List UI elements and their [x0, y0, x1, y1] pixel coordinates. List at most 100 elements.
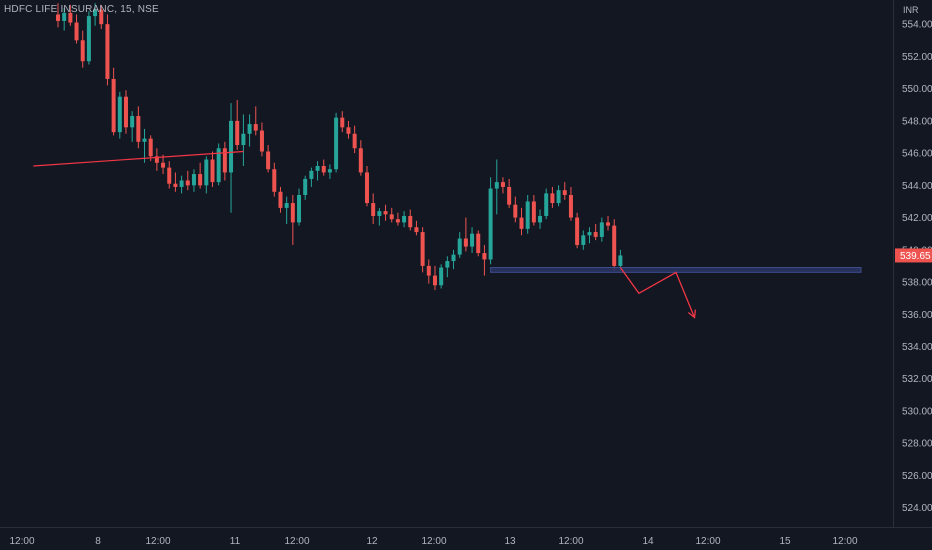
candle [123, 90, 128, 134]
candle [544, 188, 549, 220]
candle-body [340, 117, 345, 128]
candle [303, 175, 308, 200]
candle [68, 4, 73, 26]
candle-body [519, 217, 524, 229]
price-tick-label: 532.00 [902, 374, 932, 385]
candle [346, 120, 351, 139]
candle-body [321, 165, 326, 173]
price-tick-label: 542.00 [902, 213, 932, 224]
projection-arrowhead [687, 309, 697, 319]
candle-body [327, 169, 332, 173]
time-axis[interactable]: 12:00 8 12:00 11 12:00 12 12:00 13 12:00 14 12:00 1… [9, 536, 857, 547]
candle-body [346, 127, 351, 134]
candle-body [408, 215, 413, 228]
annotation-layer [33, 150, 862, 319]
price-tick-label: 554.00 [902, 20, 932, 31]
candle-body [161, 162, 166, 168]
candle-body [395, 219, 400, 223]
support-zone [490, 267, 862, 273]
candle [272, 162, 277, 197]
candle [513, 196, 518, 223]
candle [148, 135, 153, 162]
candle [253, 106, 258, 136]
time-tick-label: 15 [779, 536, 791, 547]
candle [420, 227, 425, 273]
candle-body [93, 9, 98, 17]
candle-body [204, 159, 209, 186]
price-tick-label: 524.00 [902, 503, 932, 514]
candle-body [371, 203, 376, 216]
candle-body [383, 211, 388, 215]
candle-body [414, 227, 419, 233]
candle [507, 178, 512, 208]
candle [500, 177, 505, 194]
candle [105, 14, 110, 86]
candle [556, 185, 561, 207]
candle-body [303, 178, 308, 196]
candle [185, 170, 190, 191]
price-tick-label: 548.00 [902, 116, 932, 127]
candle-body [74, 22, 79, 41]
candle [568, 186, 573, 221]
candle-body [482, 253, 487, 260]
candle [327, 164, 332, 179]
candle-body [525, 201, 530, 229]
time-tick-label: 12:00 [145, 536, 170, 547]
candle [389, 207, 394, 223]
candle-body [352, 133, 357, 149]
price-tick-label: 530.00 [902, 406, 932, 417]
candle-body [426, 265, 431, 276]
time-tick-label: 11 [230, 536, 241, 547]
candle [173, 172, 178, 192]
candle-body [420, 232, 425, 266]
candle-body [500, 182, 505, 187]
candles-layer [56, 3, 623, 291]
candle [593, 224, 598, 241]
candle-body [185, 180, 190, 186]
symbol-title: HDFC LIFE INSURANC, 15, NSE [4, 4, 159, 15]
candle-body [587, 232, 592, 236]
candle-body [284, 203, 289, 208]
time-tick-label: 12:00 [558, 536, 583, 547]
candle-body [99, 9, 104, 25]
candle [99, 4, 104, 30]
price-tick-label: 538.00 [902, 278, 932, 289]
candle [538, 209, 543, 229]
candle [210, 151, 215, 187]
candle-body [216, 148, 221, 183]
candle [482, 244, 487, 276]
price-tick-label: 526.00 [902, 471, 932, 482]
candle [241, 114, 246, 166]
candle [56, 3, 60, 28]
candle-body [167, 167, 172, 184]
candle [476, 230, 481, 257]
candle [259, 122, 264, 157]
candle [86, 11, 91, 65]
candle-body [148, 138, 153, 157]
price-axis[interactable]: 524.00 526.00 528.00 530.00 532.00 534.00 536.… [902, 20, 932, 514]
candle [167, 161, 172, 189]
price-tick-label: 546.00 [902, 149, 932, 160]
candle [80, 30, 85, 68]
candle [340, 111, 345, 133]
candle [451, 249, 456, 270]
last-price-tag-text: 539.65 [900, 251, 931, 262]
currency-label: INR [903, 5, 919, 15]
candle [154, 148, 159, 171]
time-tick-label: 12:00 [284, 536, 309, 547]
candle [315, 161, 320, 181]
candle-body [297, 195, 302, 223]
candle [142, 128, 147, 163]
candle-body [531, 201, 536, 223]
candle [531, 195, 536, 226]
candle-body [241, 133, 246, 146]
candle-body [334, 117, 339, 170]
candle-body [365, 172, 369, 204]
candle [550, 186, 555, 208]
candle [74, 14, 79, 44]
candle-body [457, 238, 462, 255]
candle [519, 207, 524, 236]
candle-body [309, 170, 314, 179]
